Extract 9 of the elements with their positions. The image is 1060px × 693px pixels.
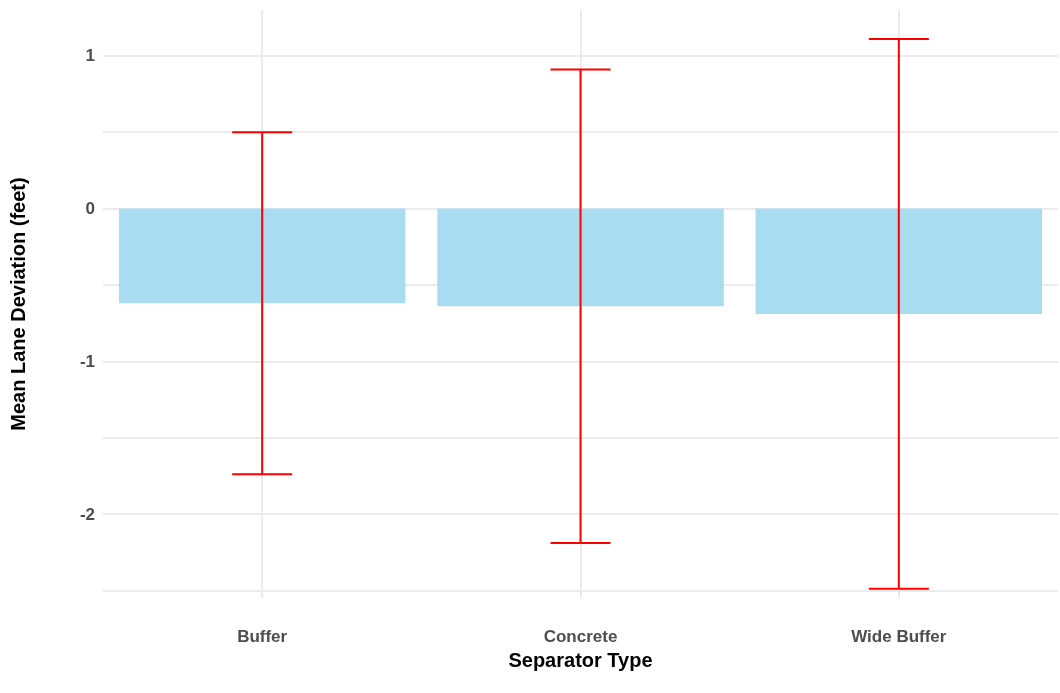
x-tick-label: Concrete: [543, 627, 618, 646]
y-tick-label: 1: [85, 46, 95, 66]
y-tick-label: -2: [79, 504, 95, 524]
x-tick-label: Wide Buffer: [851, 627, 947, 646]
y-tick-label: -1: [79, 351, 95, 371]
x-tick-label: Buffer: [237, 627, 288, 646]
y-tick-label: 0: [85, 199, 95, 219]
x-axis-title: Separator Type: [508, 648, 653, 671]
y-axis-title: Mean Lane Deviation (feet): [7, 177, 29, 431]
